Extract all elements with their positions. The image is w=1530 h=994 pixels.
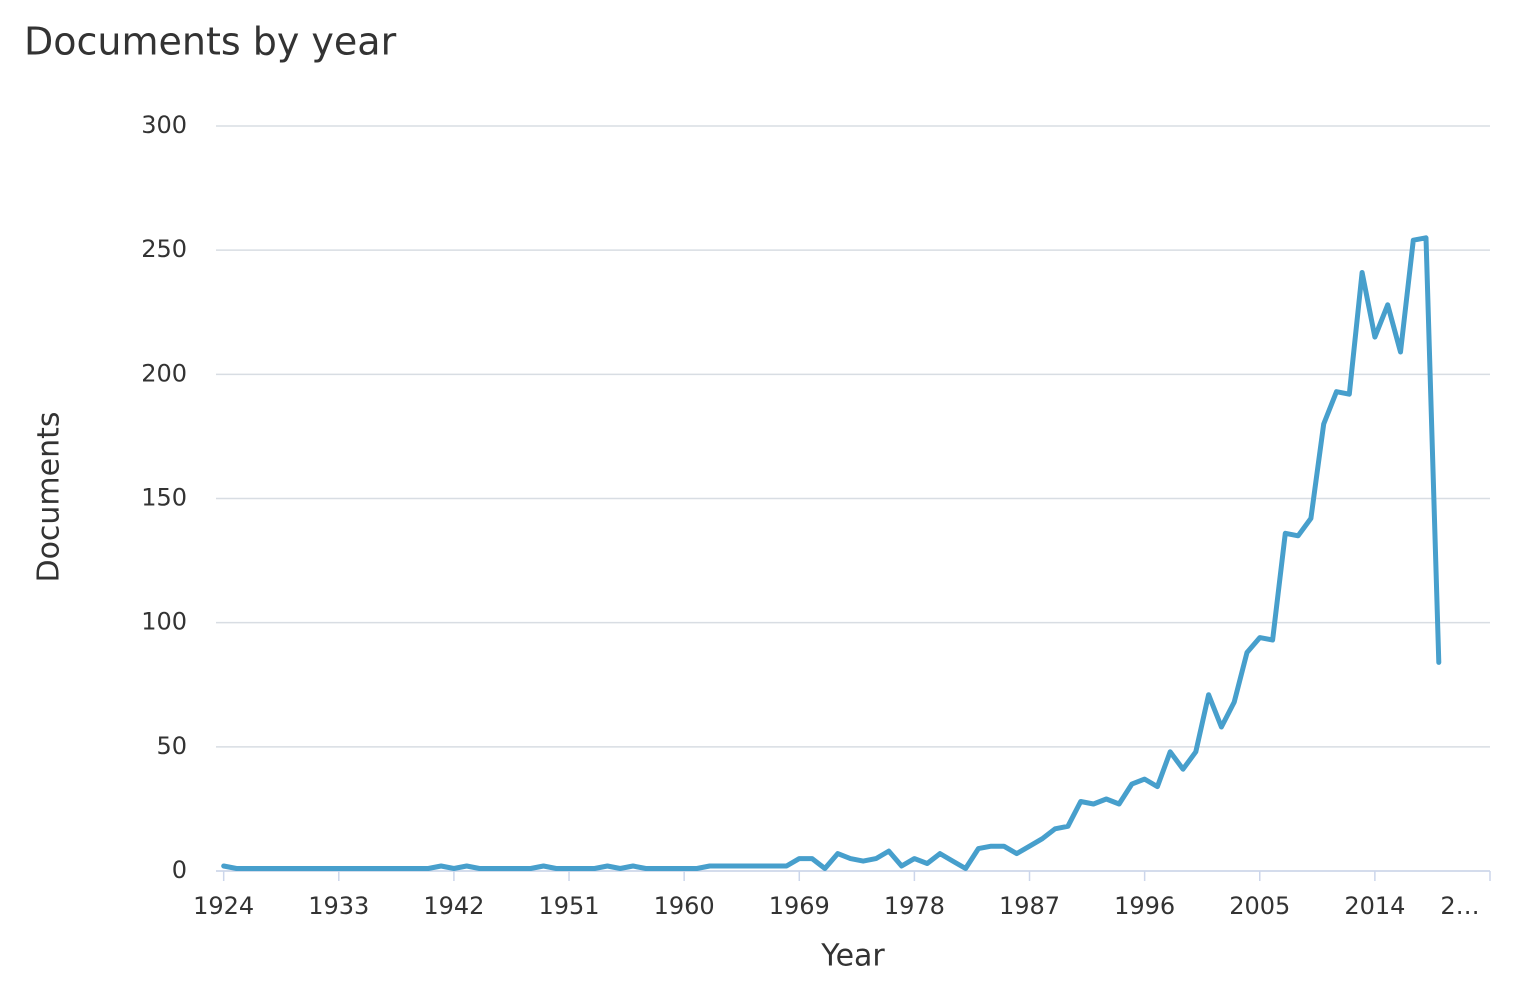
y-tick-label: 0	[172, 856, 187, 884]
x-tick-label: 1951	[538, 892, 599, 920]
x-tick-label: 2…	[1440, 892, 1479, 920]
x-tick-label: 2014	[1344, 892, 1405, 920]
x-tick-label: 1996	[1114, 892, 1175, 920]
x-axis-label: Year	[820, 939, 885, 974]
y-tick-label: 50	[156, 732, 187, 760]
x-tick-label: 1924	[193, 892, 254, 920]
y-tick-label: 250	[141, 235, 187, 263]
x-tick-label: 1960	[654, 892, 715, 920]
x-tick-label: 1933	[308, 892, 369, 920]
chart-title: Documents by year	[24, 20, 397, 64]
y-axis-label: Documents	[32, 411, 67, 582]
x-tick-label: 1942	[423, 892, 484, 920]
y-tick-label: 200	[141, 359, 187, 387]
x-tick-label: 1969	[769, 892, 830, 920]
x-tick-label: 1987	[999, 892, 1060, 920]
x-tick-label: 2005	[1229, 892, 1290, 920]
data-line	[221, 235, 1442, 871]
y-tick-label: 150	[141, 484, 187, 512]
y-tick-label: 100	[141, 608, 187, 636]
x-tick-label: 1978	[884, 892, 945, 920]
y-tick-label: 300	[141, 111, 187, 139]
